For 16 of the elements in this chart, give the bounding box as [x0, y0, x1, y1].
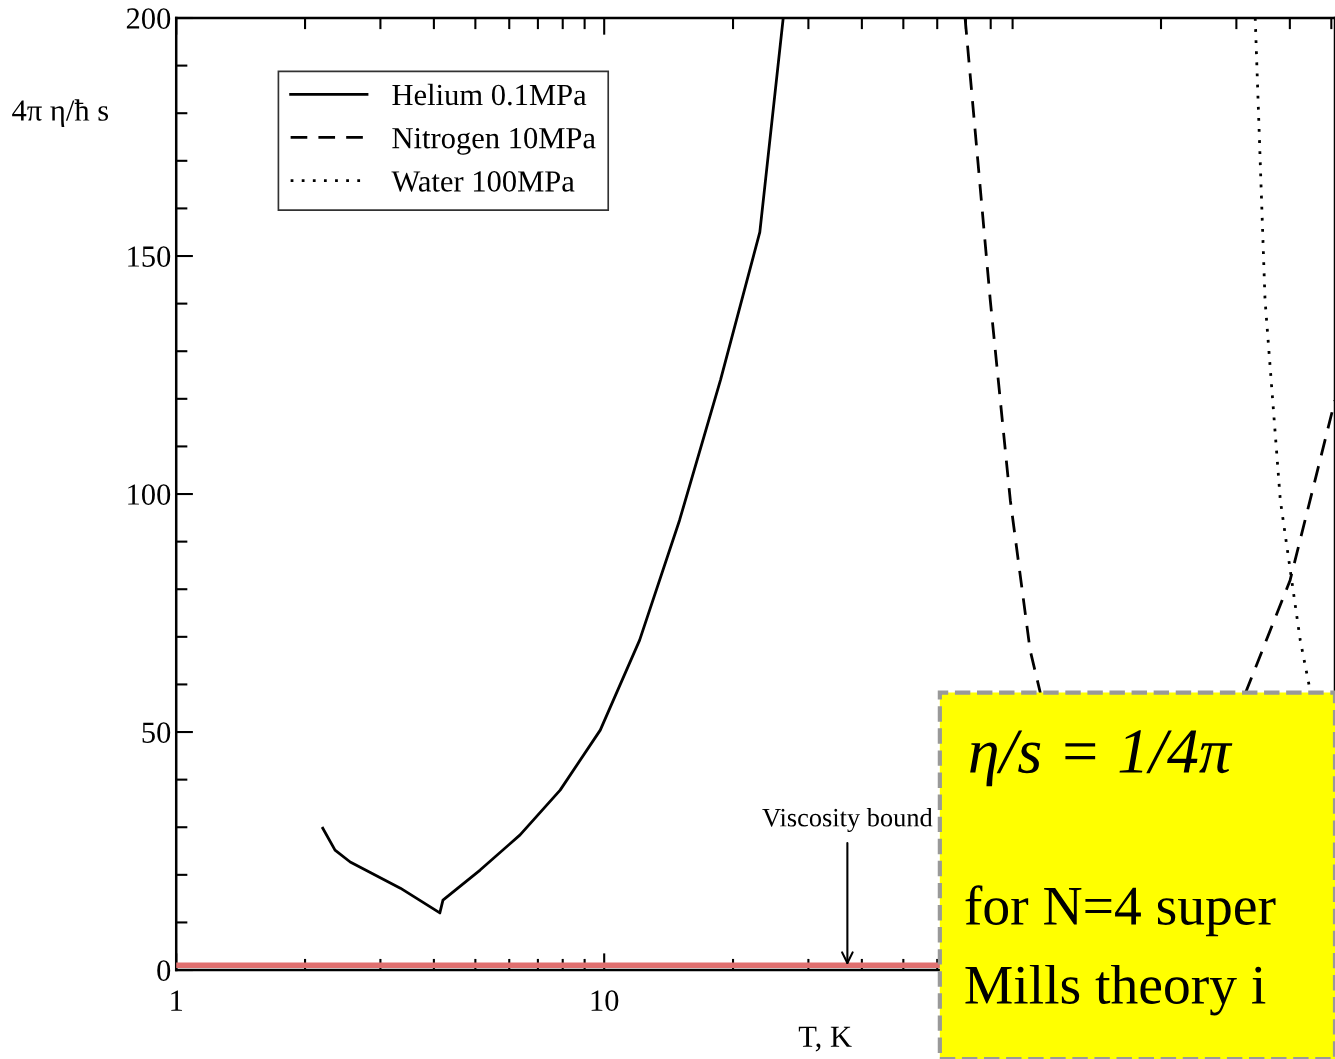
annotation: Mills theory i [965, 964, 1266, 1016]
y-axis-title: 4π η/ħ s [12, 99, 109, 128]
annotation: η/s = 1/4π [970, 730, 1233, 787]
annotation: Viscosity bound [762, 807, 933, 832]
annotation: for N=4 super [965, 885, 1276, 937]
x-axis-title: T, K [798, 1026, 852, 1052]
y-tick-label: 50 [142, 722, 171, 743]
x-tick-label: 1 [171, 990, 183, 1011]
x-tick-label: 10 [591, 990, 619, 1011]
y-tick-label: 200 [126, 8, 171, 29]
y-tick-label: 150 [128, 246, 171, 267]
legend-label: Water 100MPa [391, 171, 575, 192]
legend-label: Helium 0.1MPa [392, 83, 587, 106]
y-tick-label: 100 [128, 484, 171, 505]
y-tick-label: 0 [157, 960, 171, 981]
legend-label: Nitrogen 10MPa [392, 127, 596, 155]
